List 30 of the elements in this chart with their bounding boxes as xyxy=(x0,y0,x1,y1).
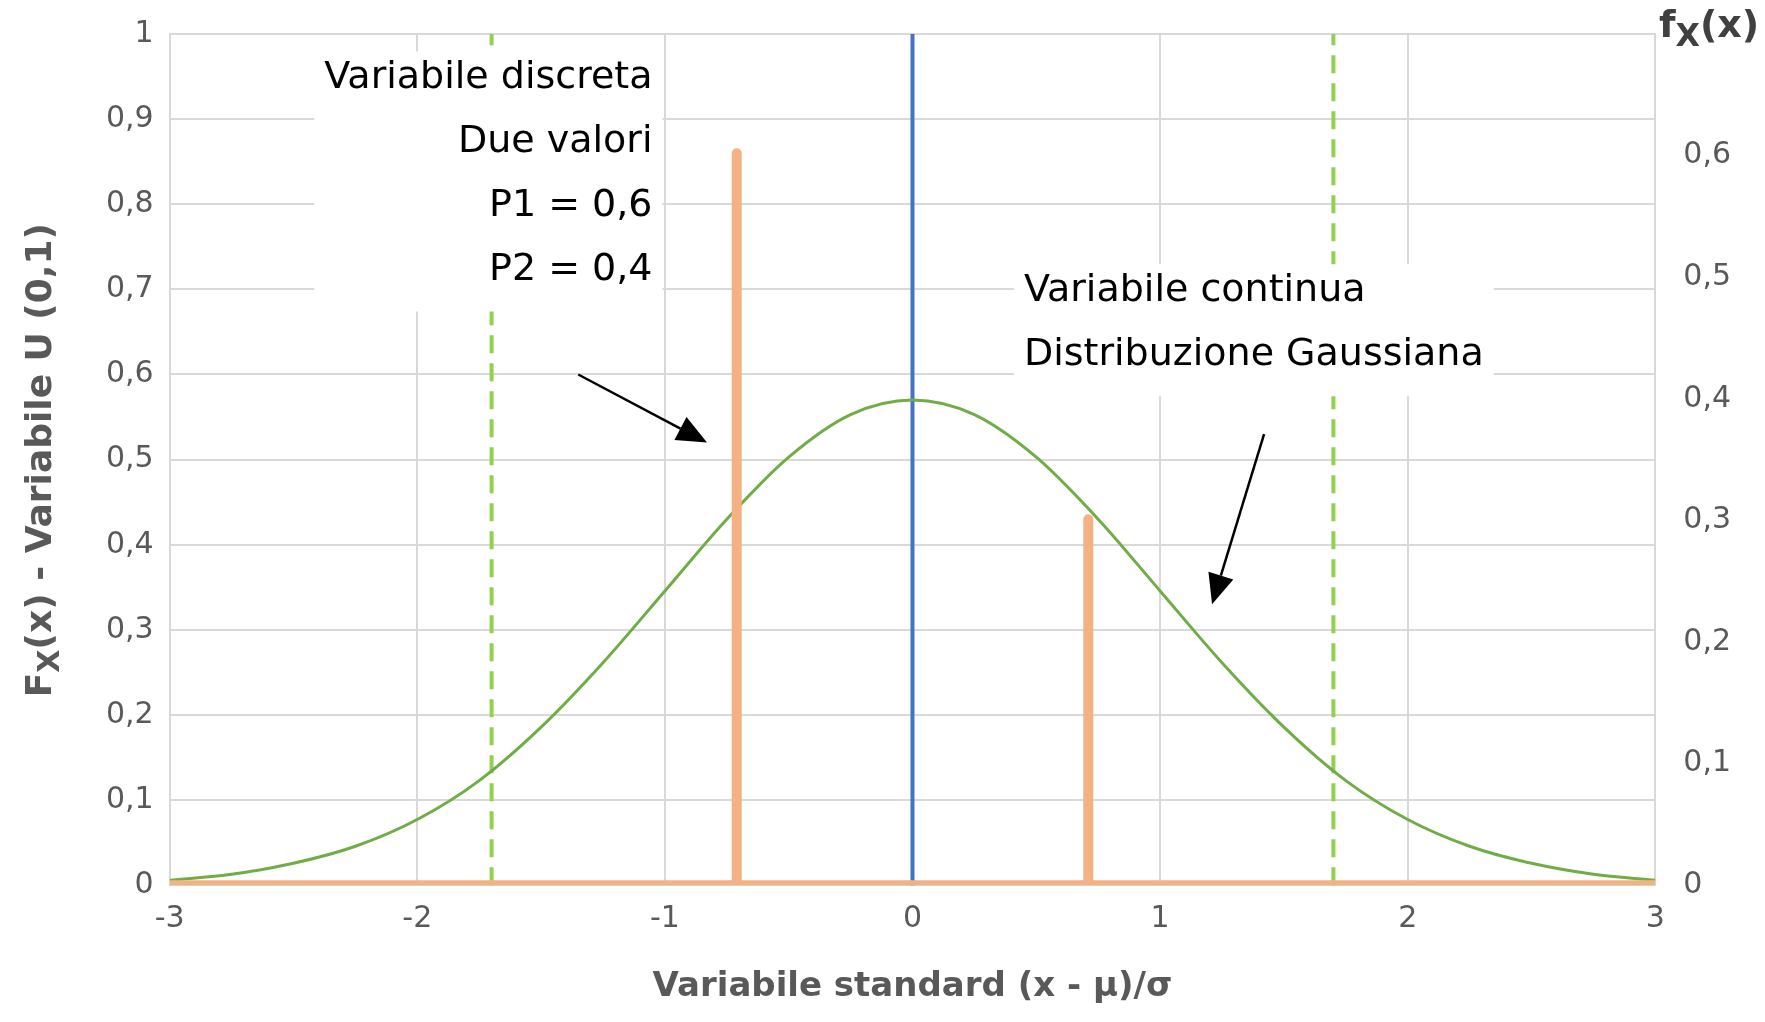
y-tick-label: 0,1 xyxy=(105,779,154,815)
y-tick-label: 0,4 xyxy=(105,524,154,560)
y-tick-label: 0,6 xyxy=(105,354,154,390)
y2-tick-label: 0,1 xyxy=(1683,743,1732,779)
y2-tick-label: 0,4 xyxy=(1683,378,1732,414)
x-tick-label: -2 xyxy=(402,899,433,934)
x-tick-label: -1 xyxy=(649,899,680,934)
y2-tick-label: 0,6 xyxy=(1683,135,1732,171)
y2-tick-label: 0,2 xyxy=(1683,621,1732,657)
y2-tick-label: 0,3 xyxy=(1683,500,1732,536)
x-tick-label: -3 xyxy=(154,899,185,934)
x-tick-label: 2 xyxy=(1398,899,1418,934)
y-tick-label: 0,9 xyxy=(105,98,154,134)
y2-tick-label: 0,5 xyxy=(1683,257,1732,292)
x-tick-label: 3 xyxy=(1645,899,1665,934)
annotation: Variabile continua Distribuzione Gaussiana xyxy=(1023,266,1484,375)
y2-axis-title: f$_{X}$(x) xyxy=(1659,2,1760,53)
y-tick-label: 0 xyxy=(134,865,154,900)
line-series xyxy=(169,398,1656,882)
y-tick-label: 0,2 xyxy=(105,694,154,730)
y2-tick-label: 0 xyxy=(1683,865,1703,900)
x-axis-title: Variabile standard (x - μ)/σ xyxy=(652,964,1173,1005)
y-tick-label: 0,3 xyxy=(105,609,154,645)
annotation: Variabile discreta Due valori P1 = 0,6 P2 = 0,4 xyxy=(324,53,653,290)
x-tick-label: 0 xyxy=(902,899,923,934)
y-tick-label: 1 xyxy=(134,13,154,49)
y-tick-label: 0,8 xyxy=(105,184,154,220)
y-tick-label: 0,7 xyxy=(105,269,154,305)
y-tick-label: 0,5 xyxy=(105,439,154,475)
x-tick-label: 1 xyxy=(1150,899,1170,934)
